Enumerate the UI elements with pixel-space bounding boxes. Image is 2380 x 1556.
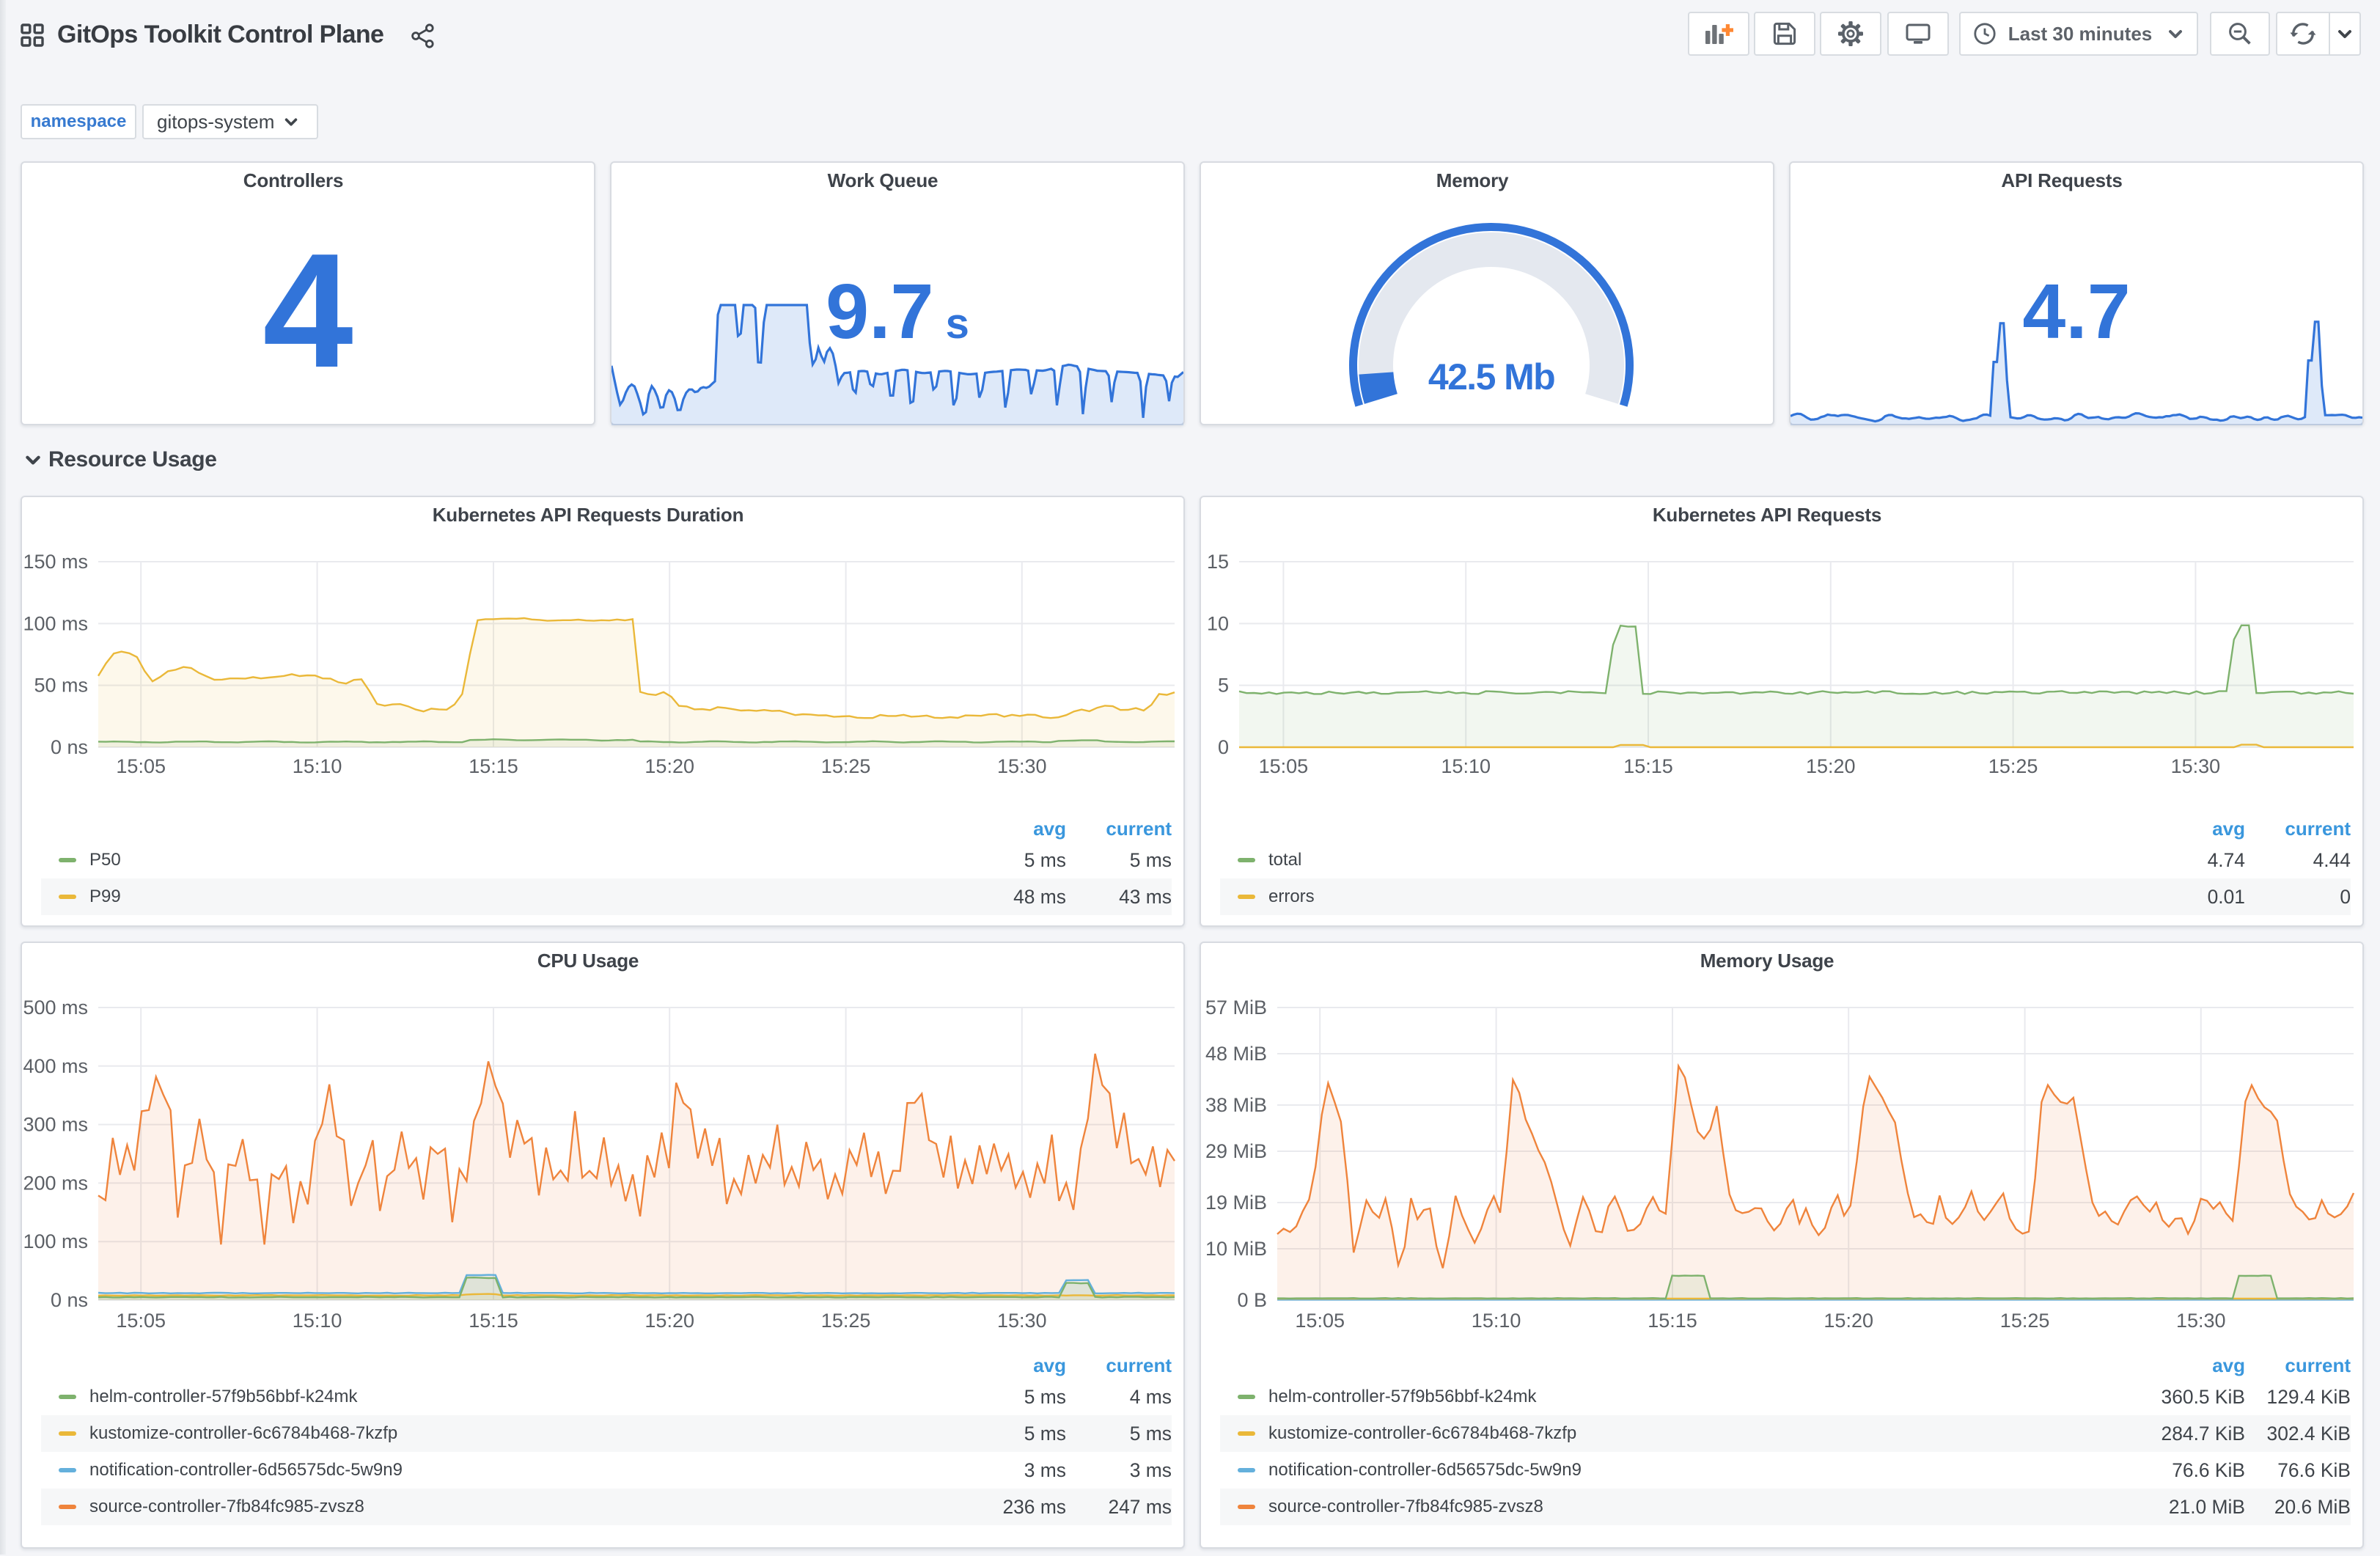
svg-text:200 ms: 200 ms xyxy=(23,1172,88,1194)
svg-text:48 MiB: 48 MiB xyxy=(1205,1043,1267,1065)
svg-text:50 ms: 50 ms xyxy=(34,675,88,697)
svg-text:15: 15 xyxy=(1207,551,1229,573)
svg-text:15:30: 15:30 xyxy=(2176,1310,2226,1332)
svg-text:0 ns: 0 ns xyxy=(51,1289,88,1311)
svg-text:15:25: 15:25 xyxy=(821,755,871,777)
svg-text:15:10: 15:10 xyxy=(1472,1310,1521,1332)
svg-text:15:05: 15:05 xyxy=(116,755,166,777)
svg-text:15:15: 15:15 xyxy=(469,755,518,777)
svg-text:15:15: 15:15 xyxy=(1623,755,1673,777)
svg-text:57 MiB: 57 MiB xyxy=(1205,997,1267,1019)
svg-text:5: 5 xyxy=(1218,675,1229,697)
svg-text:19 MiB: 19 MiB xyxy=(1205,1192,1267,1214)
svg-text:15:30: 15:30 xyxy=(997,755,1047,777)
svg-text:15:30: 15:30 xyxy=(997,1310,1047,1332)
svg-text:0 B: 0 B xyxy=(1237,1289,1267,1311)
svg-text:15:20: 15:20 xyxy=(1806,755,1856,777)
svg-text:15:30: 15:30 xyxy=(2171,755,2221,777)
svg-text:15:25: 15:25 xyxy=(2000,1310,2050,1332)
svg-text:38 MiB: 38 MiB xyxy=(1205,1094,1267,1116)
svg-text:15:05: 15:05 xyxy=(116,1310,166,1332)
svg-text:15:15: 15:15 xyxy=(1648,1310,1697,1332)
svg-text:29 MiB: 29 MiB xyxy=(1205,1140,1267,1162)
svg-text:100 ms: 100 ms xyxy=(23,612,88,634)
svg-text:10: 10 xyxy=(1207,612,1229,634)
svg-text:0: 0 xyxy=(1218,736,1229,758)
svg-text:150 ms: 150 ms xyxy=(23,551,88,573)
svg-text:15:25: 15:25 xyxy=(821,1310,871,1332)
svg-text:15:05: 15:05 xyxy=(1259,755,1309,777)
svg-text:500 ms: 500 ms xyxy=(23,997,88,1019)
svg-text:42.5 Mb: 42.5 Mb xyxy=(1428,356,1554,397)
svg-text:0 ns: 0 ns xyxy=(51,736,88,758)
svg-text:400 ms: 400 ms xyxy=(23,1055,88,1077)
svg-text:10 MiB: 10 MiB xyxy=(1205,1238,1267,1260)
svg-text:15:10: 15:10 xyxy=(1441,755,1491,777)
svg-text:15:10: 15:10 xyxy=(293,1310,342,1332)
svg-text:300 ms: 300 ms xyxy=(23,1114,88,1136)
svg-text:100 ms: 100 ms xyxy=(23,1230,88,1252)
svg-text:15:20: 15:20 xyxy=(644,755,694,777)
svg-text:15:20: 15:20 xyxy=(644,1310,694,1332)
svg-text:15:05: 15:05 xyxy=(1295,1310,1345,1332)
svg-text:15:10: 15:10 xyxy=(293,755,342,777)
svg-text:15:25: 15:25 xyxy=(1988,755,2038,777)
svg-text:15:15: 15:15 xyxy=(469,1310,518,1332)
svg-text:15:20: 15:20 xyxy=(1823,1310,1873,1332)
